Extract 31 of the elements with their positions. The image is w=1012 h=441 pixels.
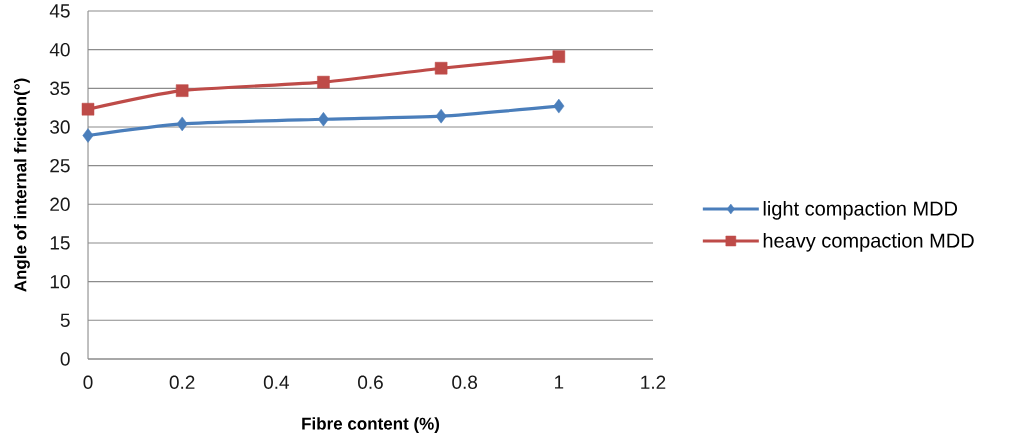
point	[553, 98, 565, 114]
x-tick-label: 1.2	[641, 375, 666, 389]
legend-label: light compaction MDD	[763, 201, 958, 220]
x-tick-label: 0.6	[358, 375, 383, 389]
y-tick-label: 5	[60, 313, 70, 327]
point	[176, 116, 188, 132]
y-tick-label: 25	[50, 158, 70, 173]
legend-label: heavy compaction MDD	[763, 233, 974, 252]
point	[435, 108, 447, 124]
y-tick-label: 40	[49, 42, 70, 57]
x-tick-label: 0.4	[263, 375, 289, 389]
x-tick-label: 1	[555, 375, 564, 389]
y-tick-label: 45	[49, 4, 70, 18]
x-axis-title: Fibre content (%)	[302, 417, 440, 434]
point	[317, 75, 330, 89]
y-tick-label: 10	[50, 274, 70, 289]
point	[317, 112, 329, 127]
y-tick-label: 0	[60, 352, 70, 366]
x-tick-label: 0.8	[452, 375, 478, 389]
y-tick-label: 20	[50, 197, 70, 212]
y-tick-label: 30	[50, 120, 70, 134]
y-axis-title: Angle of internal friction(°)	[13, 78, 30, 292]
y-tick-label: 35	[50, 81, 70, 96]
point	[552, 50, 566, 63]
point	[81, 102, 95, 116]
point	[434, 61, 448, 75]
point	[82, 128, 94, 143]
x-tick-label: 0.2	[169, 375, 195, 389]
y-tick-label: 15	[50, 236, 70, 250]
point	[175, 84, 189, 97]
x-tick-label: 0	[83, 375, 93, 389]
